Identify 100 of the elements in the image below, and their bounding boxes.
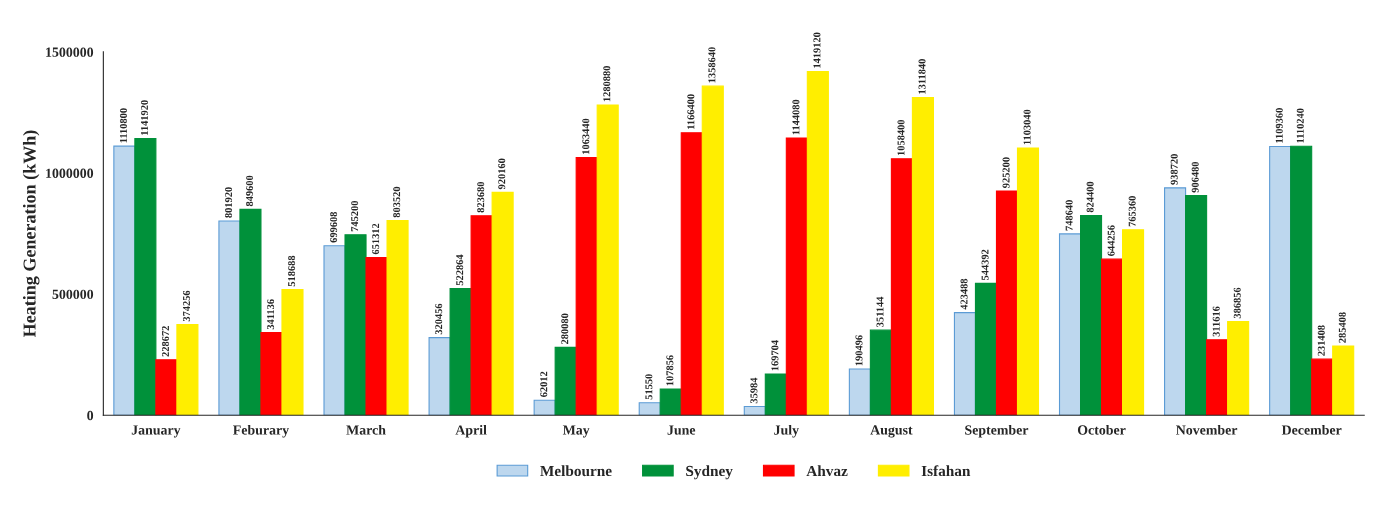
data-label: 920160 <box>498 158 506 190</box>
data-label: 823680 <box>477 181 485 213</box>
data-label: 51550 <box>645 374 653 400</box>
bar <box>344 234 367 416</box>
data-label: 1103040 <box>1023 109 1031 145</box>
bar <box>848 368 871 416</box>
legend-label: Isfahan <box>921 465 971 477</box>
data-label: 280080 <box>561 313 569 345</box>
y-axis-title: Heating Generation (kWh) <box>22 130 40 338</box>
data-label: 341136 <box>267 299 275 330</box>
data-label: 1311840 <box>918 59 926 94</box>
data-label: 107856 <box>666 355 674 386</box>
data-label: 320456 <box>435 303 443 335</box>
x-tick-label: Feburary <box>233 424 289 438</box>
bar <box>1332 345 1355 416</box>
bar <box>491 191 514 416</box>
x-tick-label: January <box>131 425 181 438</box>
bar <box>1016 147 1040 416</box>
x-tick-label: September <box>965 424 1029 438</box>
data-label: 169704 <box>771 340 779 371</box>
data-label: 351144 <box>876 296 884 327</box>
bar <box>1121 229 1145 416</box>
bar <box>764 373 787 416</box>
data-label: 231408 <box>1317 325 1325 356</box>
bar <box>953 312 977 416</box>
bar <box>1079 214 1103 416</box>
y-tick-label: 500000 <box>52 289 94 300</box>
bar <box>974 282 998 416</box>
bar <box>449 288 472 416</box>
bar <box>1311 358 1334 416</box>
legend-label: Melbourne <box>540 465 612 477</box>
data-label: 1109360 <box>1275 108 1283 143</box>
bar <box>470 215 493 416</box>
x-tick-label: November <box>1176 424 1238 435</box>
bar <box>680 132 703 416</box>
bar <box>575 157 598 416</box>
bar <box>1227 320 1250 416</box>
data-label: 1110800 <box>119 108 127 143</box>
x-tick-label: August <box>870 425 913 438</box>
data-label: 1280880 <box>603 66 611 102</box>
data-label: 522864 <box>456 254 464 286</box>
bar <box>659 388 682 416</box>
bar <box>1290 145 1313 416</box>
data-label: 925200 <box>1002 157 1010 188</box>
data-label: 1058400 <box>897 119 905 156</box>
bar <box>596 104 619 416</box>
bar <box>260 332 283 416</box>
y-tick-label: 1000000 <box>46 168 94 178</box>
y-tick-label: 0 <box>87 410 94 421</box>
bar <box>1269 145 1292 416</box>
data-label: 374256 <box>183 290 191 322</box>
bar <box>281 289 304 416</box>
data-label: 285408 <box>1338 312 1346 343</box>
x-tick-label: July <box>774 424 799 438</box>
data-label: 765360 <box>1128 196 1136 227</box>
bar <box>1206 339 1229 416</box>
bar <box>890 158 913 416</box>
bar <box>134 138 157 416</box>
data-label: 518688 <box>288 255 296 287</box>
y-tick-label: 1500000 <box>46 47 94 57</box>
data-label: 1110240 <box>1296 108 1304 143</box>
bar <box>239 208 262 416</box>
data-label: 311616 <box>1212 306 1220 337</box>
data-label: 544392 <box>981 249 989 281</box>
x-tick-label: June <box>667 425 696 435</box>
data-label: 1141920 <box>140 100 148 135</box>
bar <box>218 220 241 416</box>
data-label: 849600 <box>246 175 254 207</box>
bar <box>806 70 829 416</box>
data-label: 1358640 <box>708 47 716 83</box>
bar <box>554 346 577 416</box>
data-label: 386856 <box>1233 287 1241 319</box>
bar <box>1058 233 1082 416</box>
data-label: 801920 <box>225 187 233 218</box>
legend-label: Sydney <box>686 465 733 480</box>
bar <box>155 359 178 416</box>
bar <box>785 137 808 416</box>
data-label: 1063440 <box>582 118 590 154</box>
data-label: 644256 <box>1107 225 1115 256</box>
bar <box>533 399 556 416</box>
bar <box>911 96 934 416</box>
x-tick-label: March <box>346 424 386 435</box>
legend-label: Ahvaz <box>806 465 848 477</box>
data-label: 938720 <box>1170 154 1178 185</box>
bar <box>323 245 346 416</box>
bar <box>113 145 136 416</box>
bar <box>638 402 661 416</box>
bar <box>701 85 724 416</box>
data-label: 824400 <box>1086 181 1094 213</box>
data-label: 228672 <box>161 326 169 357</box>
data-label: 906480 <box>1191 161 1199 193</box>
bar <box>1100 258 1124 416</box>
bar <box>1185 195 1208 416</box>
x-tick-label: October <box>1077 424 1126 435</box>
data-label: 1419120 <box>813 32 821 68</box>
data-label: 423488 <box>960 278 968 310</box>
data-label: 699608 <box>330 211 338 243</box>
bar <box>176 324 199 416</box>
data-label: 745200 <box>351 200 359 232</box>
bar <box>743 405 766 416</box>
